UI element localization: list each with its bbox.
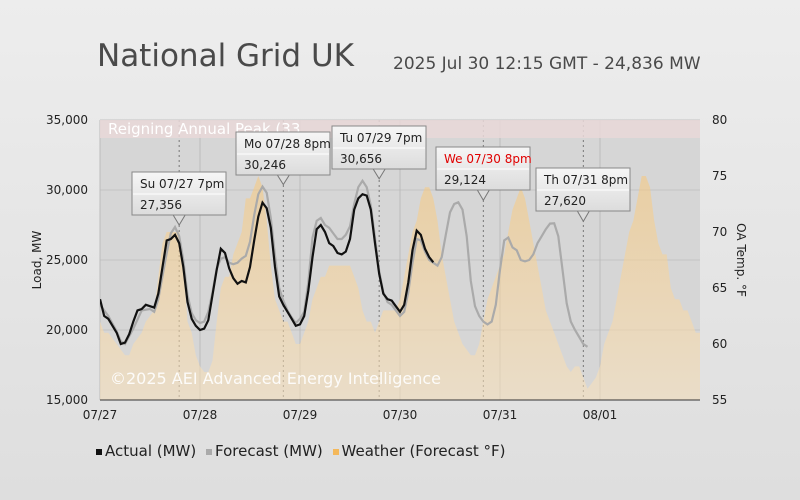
- callout-value: 30,246: [244, 158, 286, 172]
- current-load-readout: 2025 Jul 30 12:15 GMT - 24,836 MW: [393, 54, 701, 74]
- y-tick-label: 25,000: [46, 253, 88, 267]
- legend-actual-label: Actual (MW): [105, 442, 197, 460]
- callout-value: 27,356: [140, 198, 182, 212]
- y-tick-label: 30,000: [46, 183, 88, 197]
- x-tick-label: 08/01: [583, 408, 618, 422]
- legend-weather-swatch: [332, 448, 339, 455]
- y2-axis-title: OA Temp. °F: [734, 223, 748, 297]
- y2-tick-label: 75: [712, 169, 727, 183]
- y-axis-title: Load, MW: [30, 231, 44, 290]
- watermark: ©2025 AEI Advanced Energy Intelligence: [110, 369, 441, 388]
- x-tick-label: 07/28: [183, 408, 218, 422]
- y-tick-label: 35,000: [46, 113, 88, 127]
- y2-tick-label: 55: [712, 393, 727, 407]
- x-tick-label: 07/27: [83, 408, 118, 422]
- page-title: National Grid UK: [97, 38, 354, 74]
- callout-value: 30,656: [340, 152, 382, 166]
- actual-line: [100, 192, 435, 346]
- y-tick-label: 15,000: [46, 393, 88, 407]
- callout-date: We 07/30 8pm: [444, 152, 532, 166]
- callout-date: Th 07/31 8pm: [543, 173, 628, 187]
- peak-callout: Su 07/27 7pm 27,356: [131, 171, 227, 226]
- y2-tick-label: 70: [712, 225, 727, 239]
- callout-value: 27,620: [544, 194, 586, 208]
- x-tick-label: 07/31: [483, 408, 518, 422]
- callout-date: Su 07/27 7pm: [140, 177, 224, 191]
- callout-date: Mo 07/28 8pm: [244, 137, 331, 151]
- peak-callout: Tu 07/29 7pm 30,656: [331, 125, 427, 180]
- y2-tick-label: 80: [712, 113, 727, 127]
- peak-callout: Th 07/31 8pm 27,620: [535, 167, 631, 223]
- y2-tick-label: 60: [712, 337, 727, 351]
- callout-value: 29,124: [444, 173, 486, 187]
- x-tick-label: 07/29: [283, 408, 318, 422]
- callout-date: Tu 07/29 7pm: [339, 131, 422, 145]
- legend-actual[interactable]: Actual (MW): [96, 442, 196, 460]
- axes: 15,000 20,000 25,000 30,000 35,000 55 60 65 70 75…: [30, 113, 748, 422]
- legend-forecast-label: Forecast (MW): [215, 442, 323, 460]
- peak-callout: We 07/30 8pm 29,124: [435, 146, 532, 202]
- legend-weather[interactable]: Weather (Forecast °F): [332, 442, 506, 460]
- legend: Actual (MW) Forecast (MW) Weather (Forec…: [96, 442, 511, 460]
- peak-callout: Mo 07/28 8pm 30,246: [235, 131, 331, 186]
- callouts: Su 07/27 7pm 27,356 Mo 07/28 8pm 30,246 Tu 0…: [131, 125, 631, 226]
- y-tick-label: 20,000: [46, 323, 88, 337]
- legend-weather-label: Weather (Forecast °F): [341, 442, 506, 460]
- legend-forecast-swatch: [206, 448, 213, 455]
- weather-area: [100, 176, 700, 400]
- legend-forecast[interactable]: Forecast (MW): [206, 442, 323, 460]
- y2-tick-label: 65: [712, 281, 727, 295]
- legend-actual-swatch: [96, 448, 102, 455]
- forecast-line: [100, 178, 589, 348]
- x-tick-label: 07/30: [383, 408, 418, 422]
